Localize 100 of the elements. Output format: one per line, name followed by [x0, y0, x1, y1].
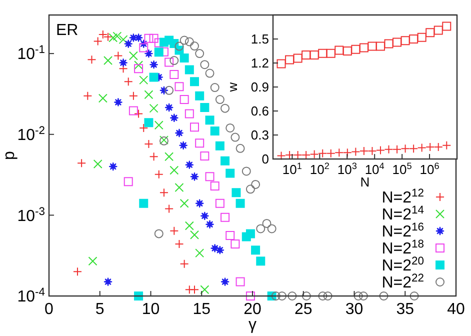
point: [200, 211, 210, 220]
point: [174, 128, 184, 138]
point: [134, 33, 144, 42]
point: [124, 39, 133, 48]
y-tick-label: 10$^{-1}$: [17, 44, 45, 64]
point: [184, 221, 194, 230]
point: [149, 34, 158, 43]
y-tick-label: 0: [262, 152, 269, 167]
y-axis-title: w: [225, 82, 240, 93]
point: [318, 292, 328, 300]
annotation: ER: [56, 22, 78, 39]
point: [88, 256, 98, 266]
point: [124, 177, 133, 186]
x-axis-title: γ: [248, 316, 256, 334]
legend-label: N=2$^{18}$: [382, 238, 424, 258]
point: [139, 43, 148, 52]
point: [72, 267, 82, 276]
point: [154, 170, 164, 179]
x-tick-label: 10$^{1}$: [282, 161, 302, 177]
point: [358, 292, 368, 300]
point: [83, 91, 92, 100]
point: [220, 277, 230, 286]
point: [178, 140, 188, 150]
point: [384, 39, 394, 48]
point: [434, 26, 443, 35]
point: [310, 50, 319, 60]
point: [118, 64, 128, 74]
point: [184, 109, 194, 118]
point: [144, 140, 154, 149]
point: [170, 226, 179, 236]
point: [246, 184, 255, 194]
point: [164, 152, 174, 162]
point: [232, 188, 241, 198]
point: [278, 292, 287, 300]
x-tick-label: 10$^{6}$: [420, 161, 440, 177]
point: [134, 60, 144, 70]
point: [267, 224, 276, 234]
y-tick-label: 0.3: [250, 128, 269, 143]
point: [149, 104, 158, 113]
point: [144, 90, 154, 100]
point: [376, 42, 385, 51]
point: [124, 77, 133, 86]
point: [334, 46, 344, 55]
point: [139, 123, 148, 132]
point: [410, 292, 419, 300]
y-tick-label: 0.9: [250, 80, 269, 95]
x-axis-title: N: [360, 174, 370, 190]
point: [139, 198, 148, 208]
point: [128, 91, 138, 100]
point: [164, 86, 174, 95]
point: [242, 166, 251, 176]
point: [271, 292, 280, 300]
point: [164, 204, 174, 214]
point: [302, 292, 311, 300]
point: [174, 82, 184, 92]
point: [128, 106, 138, 116]
point: [174, 42, 184, 51]
point: [144, 118, 154, 128]
legend-label: N=2$^{16}$: [382, 222, 424, 241]
legend-label: N=2$^{12}$: [382, 188, 424, 207]
point: [262, 218, 272, 228]
point: [180, 95, 189, 104]
point: [354, 292, 363, 300]
point: [104, 56, 113, 66]
point: [180, 198, 189, 208]
point: [154, 229, 164, 238]
point: [154, 48, 164, 57]
point: [256, 256, 266, 266]
point: [246, 292, 255, 300]
y-tick-label: 1.5: [250, 32, 269, 47]
x-tick-label: 35: [396, 301, 414, 318]
x-tick-label: 15: [192, 301, 211, 318]
y-axis-title: p: [1, 150, 18, 160]
point: [114, 98, 123, 107]
x-tick-label: 5: [95, 301, 104, 318]
point: [174, 183, 184, 192]
point: [159, 188, 168, 198]
point: [226, 168, 235, 178]
y-tick-label: 10$^{-2}$: [17, 124, 45, 144]
x-tick-label: 30: [345, 301, 364, 318]
x-tick-label: 40: [447, 301, 465, 318]
point: [170, 113, 179, 122]
y-tick-label: 1.2: [250, 56, 269, 71]
point: [180, 259, 189, 268]
point: [205, 116, 214, 125]
point: [210, 181, 220, 190]
point: [302, 50, 311, 60]
point: [154, 38, 164, 48]
point: [215, 198, 224, 208]
point: [200, 103, 210, 112]
point: [417, 32, 426, 42]
point: [256, 224, 266, 234]
point: [87, 55, 96, 64]
point: [139, 76, 148, 85]
point: [409, 34, 418, 44]
point: [128, 51, 138, 60]
point: [200, 152, 210, 160]
point: [251, 180, 260, 189]
point: [144, 34, 154, 43]
point: [392, 38, 402, 47]
